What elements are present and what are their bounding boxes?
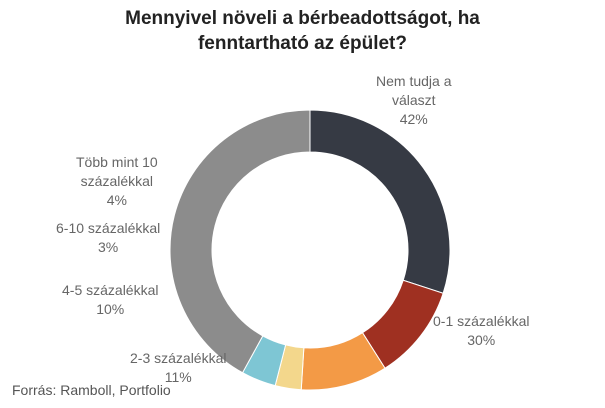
slice-value-label: 4% bbox=[106, 192, 127, 208]
slice-value-label: 30% bbox=[467, 332, 496, 348]
slice-label-text: 4-5 százalékkal bbox=[62, 282, 159, 298]
slice-value-label: 11% bbox=[164, 369, 192, 385]
source-note: Forrás: Ramboll, Portfolio bbox=[12, 382, 171, 398]
slice-value-label: 10% bbox=[96, 301, 125, 317]
slice-label-2-3: 2-3 százalékkal 11% bbox=[130, 349, 227, 387]
chart-title-line-2: fenntartható az épület? bbox=[197, 33, 407, 54]
slice-label-4-5: 4-5 százalékkal 10% bbox=[62, 281, 159, 319]
slice-label-text: 0-1 százalékkal bbox=[433, 313, 530, 329]
slice-label-text: választ bbox=[391, 92, 436, 108]
slice-value-label: 3% bbox=[98, 239, 119, 255]
slice-label-text: 2-3 százalékkal bbox=[130, 350, 227, 366]
slice-label-text: százalékkal bbox=[80, 173, 154, 189]
slice-nem-tudja-a-v-laszt bbox=[169, 109, 311, 374]
slice-value-label: 42% bbox=[399, 111, 428, 127]
slice-label-text: Nem tudja a bbox=[376, 73, 452, 89]
slice-label-0-1: 0-1 százalékkal 30% bbox=[433, 312, 530, 350]
slice-label-over-10: Több mint 10 százalékkal 4% bbox=[76, 153, 158, 210]
chart-title-line-1: Mennyivel növeli a bérbeadottságot, ha bbox=[125, 8, 480, 29]
slice-label-text: 6-10 százalékkal bbox=[56, 220, 161, 236]
slice-label-text: Több mint 10 bbox=[76, 154, 158, 170]
slice-label-dont-know: Nem tudja a választ 42% bbox=[376, 72, 451, 129]
slice-label-6-10: 6-10 százalékkal 3% bbox=[56, 219, 160, 257]
slice-0-1-sz-zal-kkal bbox=[309, 109, 451, 294]
chart-title: Mennyivel növeli a bérbeadottságot, ha f… bbox=[0, 6, 605, 56]
